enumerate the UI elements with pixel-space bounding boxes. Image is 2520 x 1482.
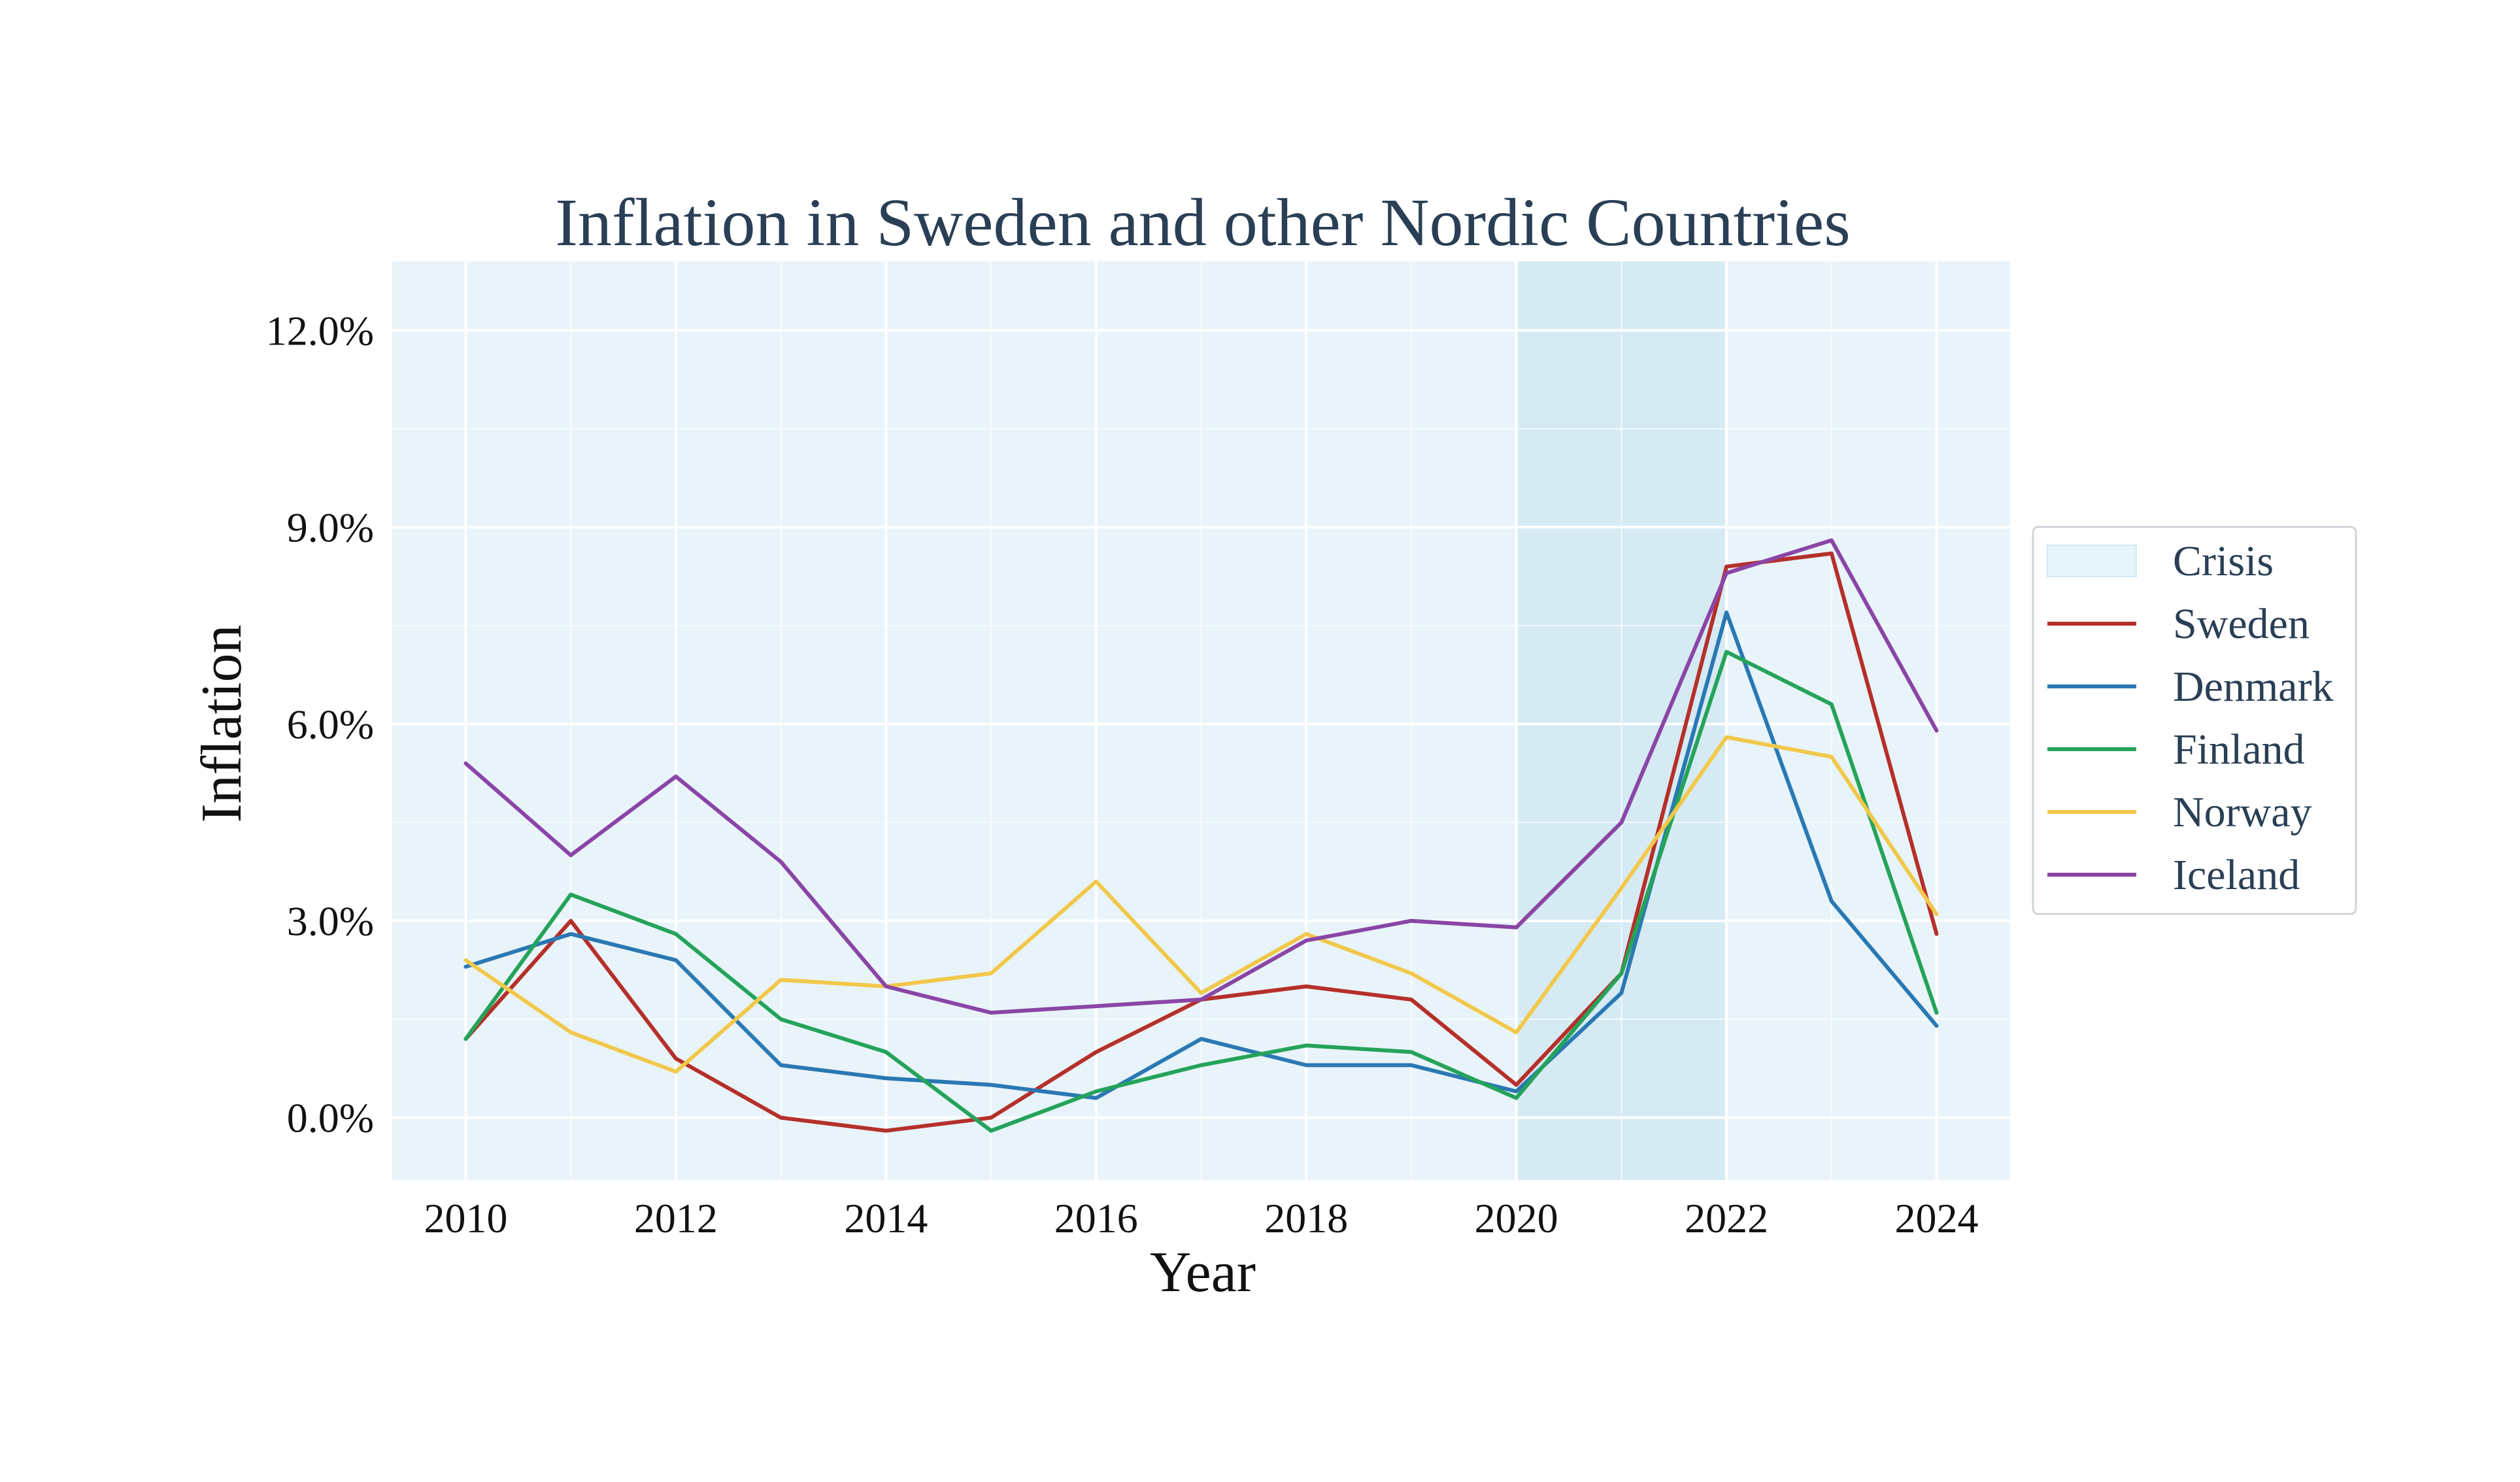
series-line-denmark bbox=[463, 610, 1939, 1100]
legend: Crisis Sweden Denmark Finland Norway Iceland bbox=[2032, 526, 2357, 915]
x-axis-ticks: 2010 2012 2014 2016 2018 2020 2022 2024 bbox=[424, 1195, 1979, 1241]
x-tick-label: 2016 bbox=[1054, 1195, 1138, 1241]
x-tick-label: 2024 bbox=[1895, 1195, 1979, 1241]
series-line-norway bbox=[463, 735, 1939, 1074]
x-tick-label: 2010 bbox=[424, 1195, 508, 1241]
y-tick-label: 9.0% bbox=[287, 504, 374, 550]
series-line-iceland bbox=[463, 538, 1939, 1015]
y-axis-ticks: 0.0% 3.0% 6.0% 9.0% 12.0% bbox=[266, 307, 374, 1141]
legend-label-denmark: Denmark bbox=[2173, 663, 2334, 711]
x-tick-label: 2014 bbox=[844, 1195, 928, 1241]
legend-label-iceland: Iceland bbox=[2173, 851, 2300, 899]
legend-label-norway: Norway bbox=[2173, 788, 2312, 836]
y-axis-title: Inflation bbox=[190, 624, 254, 822]
gridlines bbox=[392, 261, 2010, 1180]
series-line-finland bbox=[463, 650, 1939, 1133]
x-axis-title: Year bbox=[1150, 1241, 1256, 1304]
y-tick-label: 12.0% bbox=[266, 307, 374, 354]
x-tick-label: 2022 bbox=[1685, 1195, 1768, 1241]
x-tick-label: 2012 bbox=[634, 1195, 718, 1241]
legend-label-crisis: Crisis bbox=[2173, 537, 2274, 585]
x-tick-label: 2020 bbox=[1475, 1195, 1558, 1241]
legend-label-sweden: Sweden bbox=[2173, 600, 2310, 648]
y-tick-label: 6.0% bbox=[287, 701, 374, 748]
y-tick-label: 0.0% bbox=[287, 1095, 374, 1141]
series-lines bbox=[463, 538, 1939, 1133]
legend-label-finland: Finland bbox=[2173, 726, 2305, 773]
x-tick-label: 2018 bbox=[1264, 1195, 1348, 1241]
chart-title: Inflation in Sweden and other Nordic Cou… bbox=[555, 185, 1850, 260]
legend-swatch-crisis bbox=[2047, 545, 2137, 577]
y-tick-label: 3.0% bbox=[287, 898, 374, 945]
